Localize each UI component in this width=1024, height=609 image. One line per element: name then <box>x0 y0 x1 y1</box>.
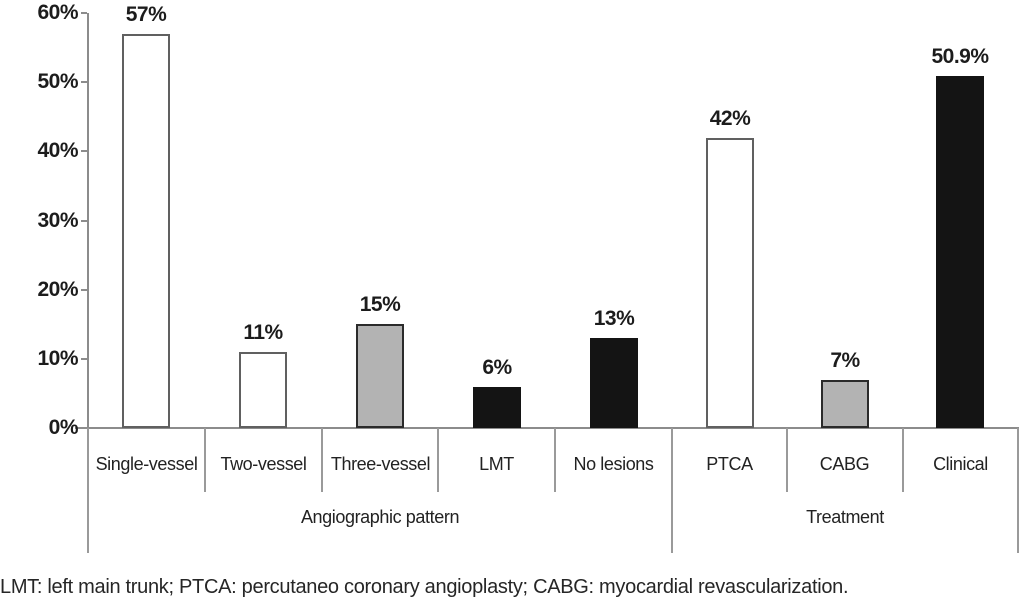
bar-value-label-clinical: 50.9% <box>931 45 989 68</box>
y-axis-line <box>87 13 89 430</box>
bar-value-label-two-vessel: 11% <box>243 321 283 344</box>
group-label-angiographic-pattern: Angiographic pattern <box>300 507 460 527</box>
category-label-two-vessel: Two-vessel <box>220 454 307 474</box>
category-label-clinical: Clinical <box>933 454 988 474</box>
bar-three-vessel <box>356 324 404 428</box>
y-axis-tick-label: 10% <box>37 347 78 370</box>
category-divider <box>204 428 206 492</box>
bar-value-label-single-vessel: 57% <box>125 3 167 26</box>
group-boundary-divider <box>1017 428 1019 553</box>
category-divider <box>321 428 323 492</box>
bar-two-vessel <box>239 352 287 428</box>
y-axis-tick <box>75 427 87 429</box>
category-label-lmt: LMT <box>479 454 514 474</box>
category-divider <box>902 428 904 492</box>
group-boundary-divider <box>87 428 89 553</box>
bar-value-label-ptca: 42% <box>709 107 751 130</box>
group-label-treatment: Treatment <box>806 507 884 527</box>
y-axis-tick <box>81 81 87 83</box>
figure-footnote: LMT: left main trunk; PTCA: percutaneo c… <box>0 576 849 598</box>
bar-cabg <box>821 380 869 428</box>
category-label-no-lesions: No lesions <box>573 454 654 474</box>
y-axis-tick <box>81 220 87 222</box>
y-axis-tick <box>81 358 87 360</box>
y-axis-tick-label: 60% <box>37 1 78 24</box>
bar-value-label-no-lesions: 13% <box>593 307 635 330</box>
y-axis-tick-label: 40% <box>37 139 78 162</box>
group-boundary-divider <box>671 428 673 553</box>
bar-lmt <box>473 387 521 428</box>
y-axis-tick <box>81 150 87 152</box>
bar-no-lesions <box>590 338 638 428</box>
category-label-single-vessel: Single-vessel <box>95 454 198 474</box>
category-divider <box>786 428 788 492</box>
category-label-three-vessel: Three-vessel <box>330 454 431 474</box>
bar-clinical <box>936 76 984 428</box>
bar-value-label-three-vessel: 15% <box>359 293 401 316</box>
category-divider <box>437 428 439 492</box>
y-axis-tick-label: 50% <box>37 70 78 93</box>
category-label-ptca: PTCA <box>706 454 753 474</box>
y-axis-tick-label: 30% <box>37 209 78 232</box>
x-axis-line <box>87 427 1019 429</box>
bar-value-label-cabg: 7% <box>830 349 860 372</box>
bar-ptca <box>706 138 754 428</box>
y-axis-tick-label: 0% <box>48 416 79 439</box>
y-axis-tick <box>81 12 87 14</box>
y-axis-tick <box>81 289 87 291</box>
category-label-cabg: CABG <box>819 454 870 474</box>
category-divider <box>554 428 556 492</box>
y-axis-tick-label: 20% <box>37 278 78 301</box>
bar-value-label-lmt: 6% <box>482 356 512 379</box>
bar-single-vessel <box>122 34 170 428</box>
